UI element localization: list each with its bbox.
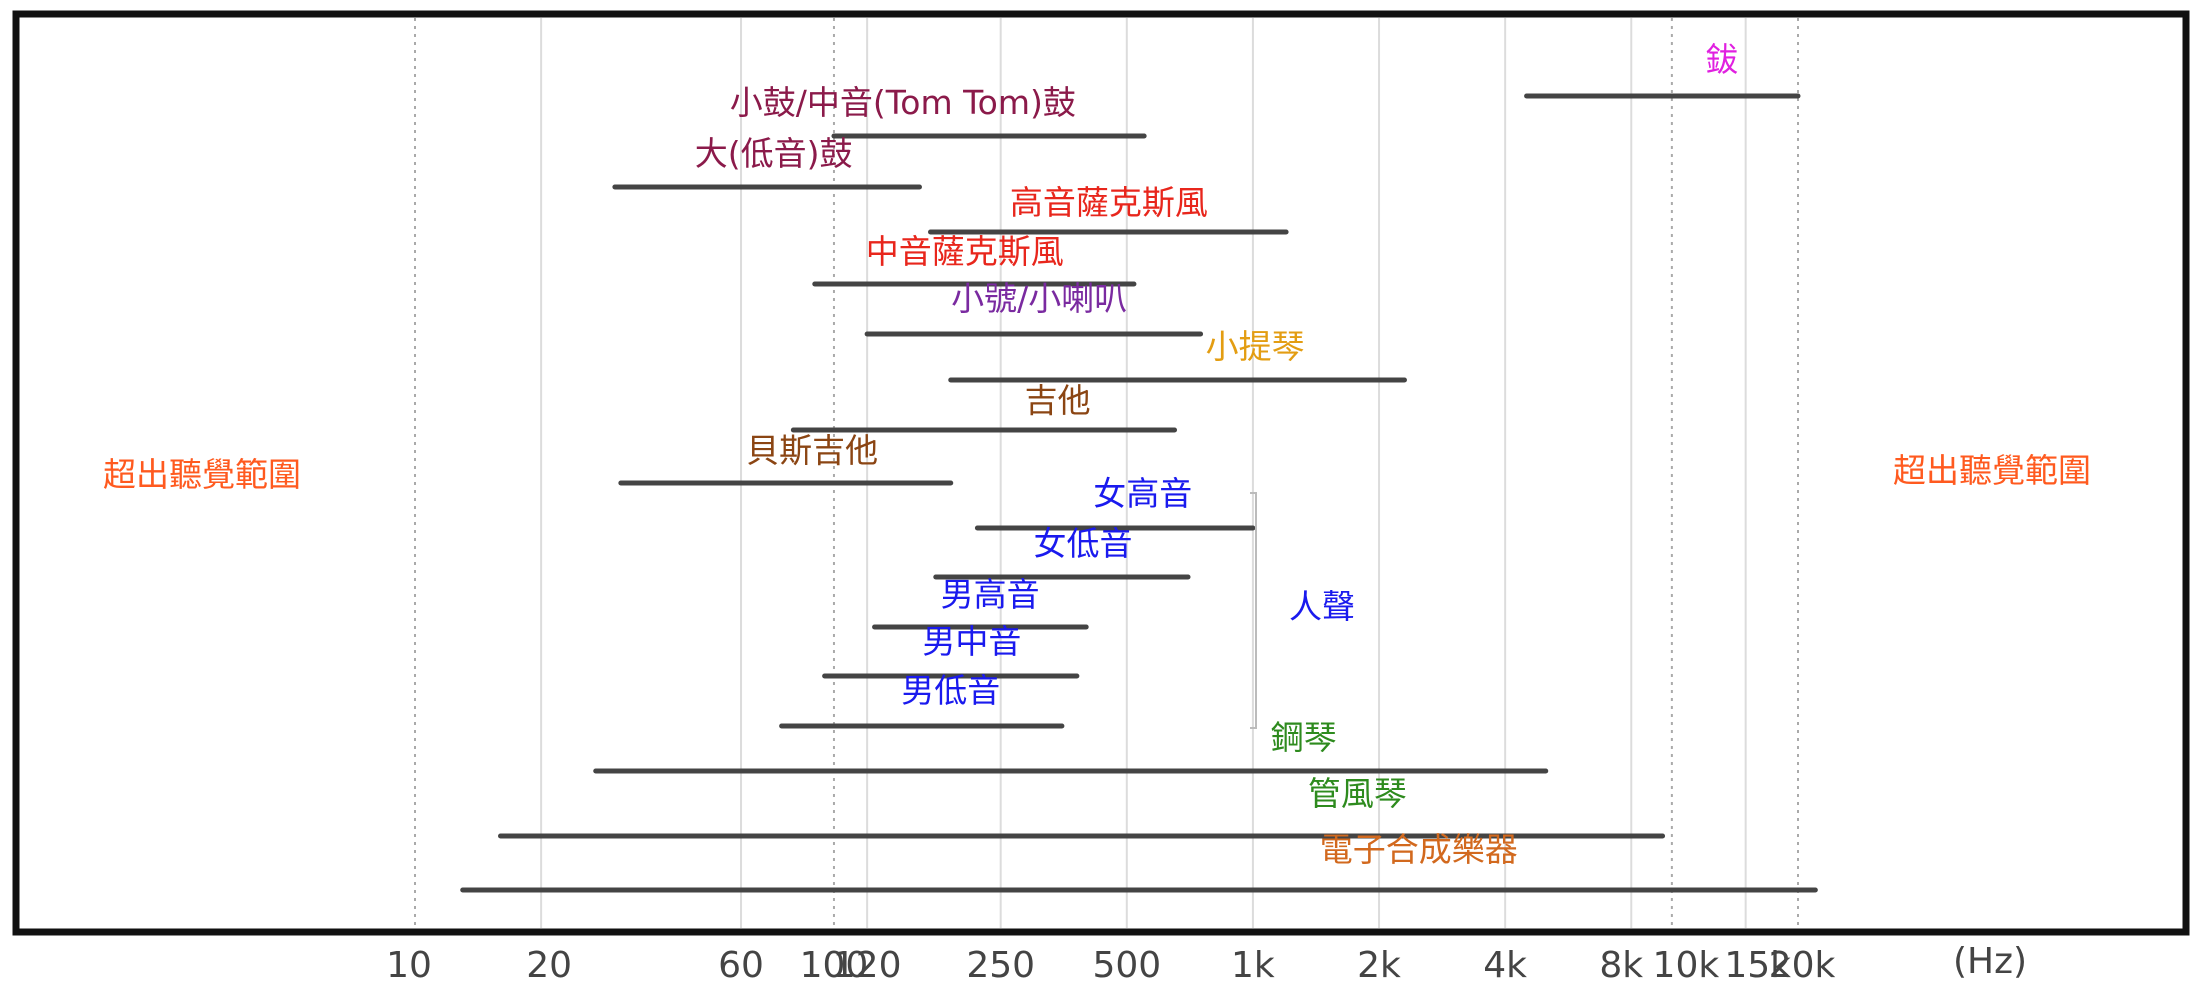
x-tick-label-1k: 1k <box>1231 945 1275 986</box>
range-label-9: 貝斯吉他 <box>746 431 878 470</box>
x-tick-label-2k: 2k <box>1357 945 1401 986</box>
x-tick-label-10k: 10k <box>1653 945 1720 986</box>
x-tick-label-15k: 15k <box>1724 945 1791 986</box>
range-label-5: 中音薩克斯風 <box>866 232 1064 271</box>
range-label-10: 女高音 <box>1093 474 1192 513</box>
x-tick-label-250: 250 <box>966 945 1035 986</box>
annotations: 超出聽覺範圍 超出聽覺範圍 人聲 (Hz) <box>103 451 2091 982</box>
range-label-11: 女低音 <box>1034 524 1133 563</box>
range-label-15: 鋼琴 <box>1271 718 1337 757</box>
x-tick-label-4k: 4k <box>1483 945 1527 986</box>
range-bars <box>460 93 1818 893</box>
range-label-17: 電子合成樂器 <box>1320 830 1518 869</box>
range-label-3: 大(低音)鼓 <box>695 134 853 173</box>
range-label-4: 高音薩克斯風 <box>1010 183 1208 222</box>
range-label-1: 鈸 <box>1705 40 1738 79</box>
x-tick-label-100: 100 <box>800 945 869 986</box>
range-labels: 鈸小鼓/中音(Tom Tom)鼓大(低音)鼓高音薩克斯風中音薩克斯風小號/小喇叭… <box>695 40 1739 869</box>
x-tick-label-500: 500 <box>1092 945 1161 986</box>
range-label-8: 吉他 <box>1025 381 1091 420</box>
grid-lines <box>414 18 1799 928</box>
x-tick-label-8k: 8k <box>1599 945 1643 986</box>
range-label-6: 小號/小喇叭 <box>951 279 1127 318</box>
left-out-of-range-label: 超出聽覺範圍 <box>103 455 301 494</box>
plot-frame <box>12 10 2190 936</box>
voice-group-label: 人聲 <box>1289 587 1355 626</box>
x-axis-unit-label: (Hz) <box>1953 941 2027 982</box>
range-label-14: 男低音 <box>901 671 1000 710</box>
range-label-12: 男高音 <box>941 575 1040 614</box>
voice-group-bracket <box>1250 492 1257 729</box>
x-tick-label-10: 10 <box>386 945 432 986</box>
x-tick-label-60: 60 <box>718 945 764 986</box>
x-tick-label-120: 120 <box>833 945 902 986</box>
range-label-2: 小鼓/中音(Tom Tom)鼓 <box>730 83 1076 122</box>
range-label-7: 小提琴 <box>1206 327 1305 366</box>
range-label-16: 管風琴 <box>1308 774 1407 813</box>
range-label-13: 男中音 <box>922 622 1021 661</box>
x-tick-label-20: 20 <box>526 945 572 986</box>
x-tick-label-20k: 20k <box>1769 945 1836 986</box>
right-out-of-range-label: 超出聽覺範圍 <box>1893 451 2091 490</box>
